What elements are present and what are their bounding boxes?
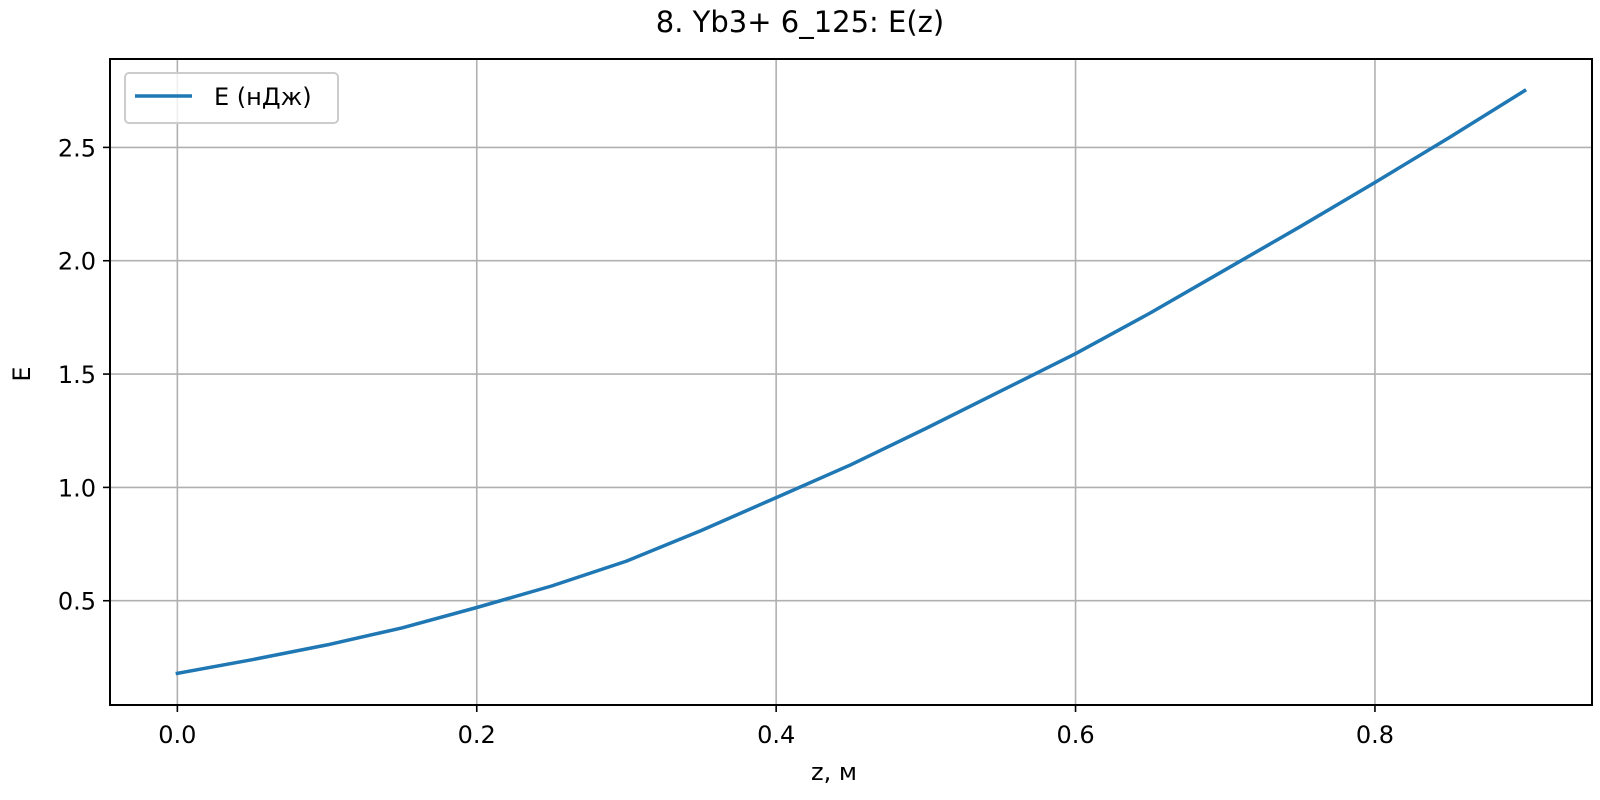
legend: E (нДж) [124,72,339,124]
y-axis-label: E [8,366,36,381]
ticks: 0.0 0.2 0.4 0.6 0.8 0.5 1.0 1.5 2.0 2.5 [58,134,1394,749]
y-tick-label: 2.5 [58,134,96,162]
chart-title: 8. Yb3+ 6_125: E(z) [656,5,944,39]
legend-box [124,72,339,124]
plot-frame [109,58,1593,706]
x-tick-label: 0.4 [757,721,795,749]
legend-label: E (нДж) [214,83,312,111]
x-tick-label: 0.0 [158,721,196,749]
x-tick-label: 0.6 [1056,721,1094,749]
grid [110,59,1592,705]
series-line [175,88,1528,676]
series-layer [175,88,1528,676]
y-tick-label: 0.5 [58,588,96,616]
y-tick-label: 2.0 [58,248,96,276]
y-tick-label: 1.5 [58,361,96,389]
x-axis-label: z, м [811,758,857,786]
y-tick-label: 1.0 [58,474,96,502]
x-tick-label: 0.2 [458,721,496,749]
x-tick-label: 0.8 [1356,721,1394,749]
